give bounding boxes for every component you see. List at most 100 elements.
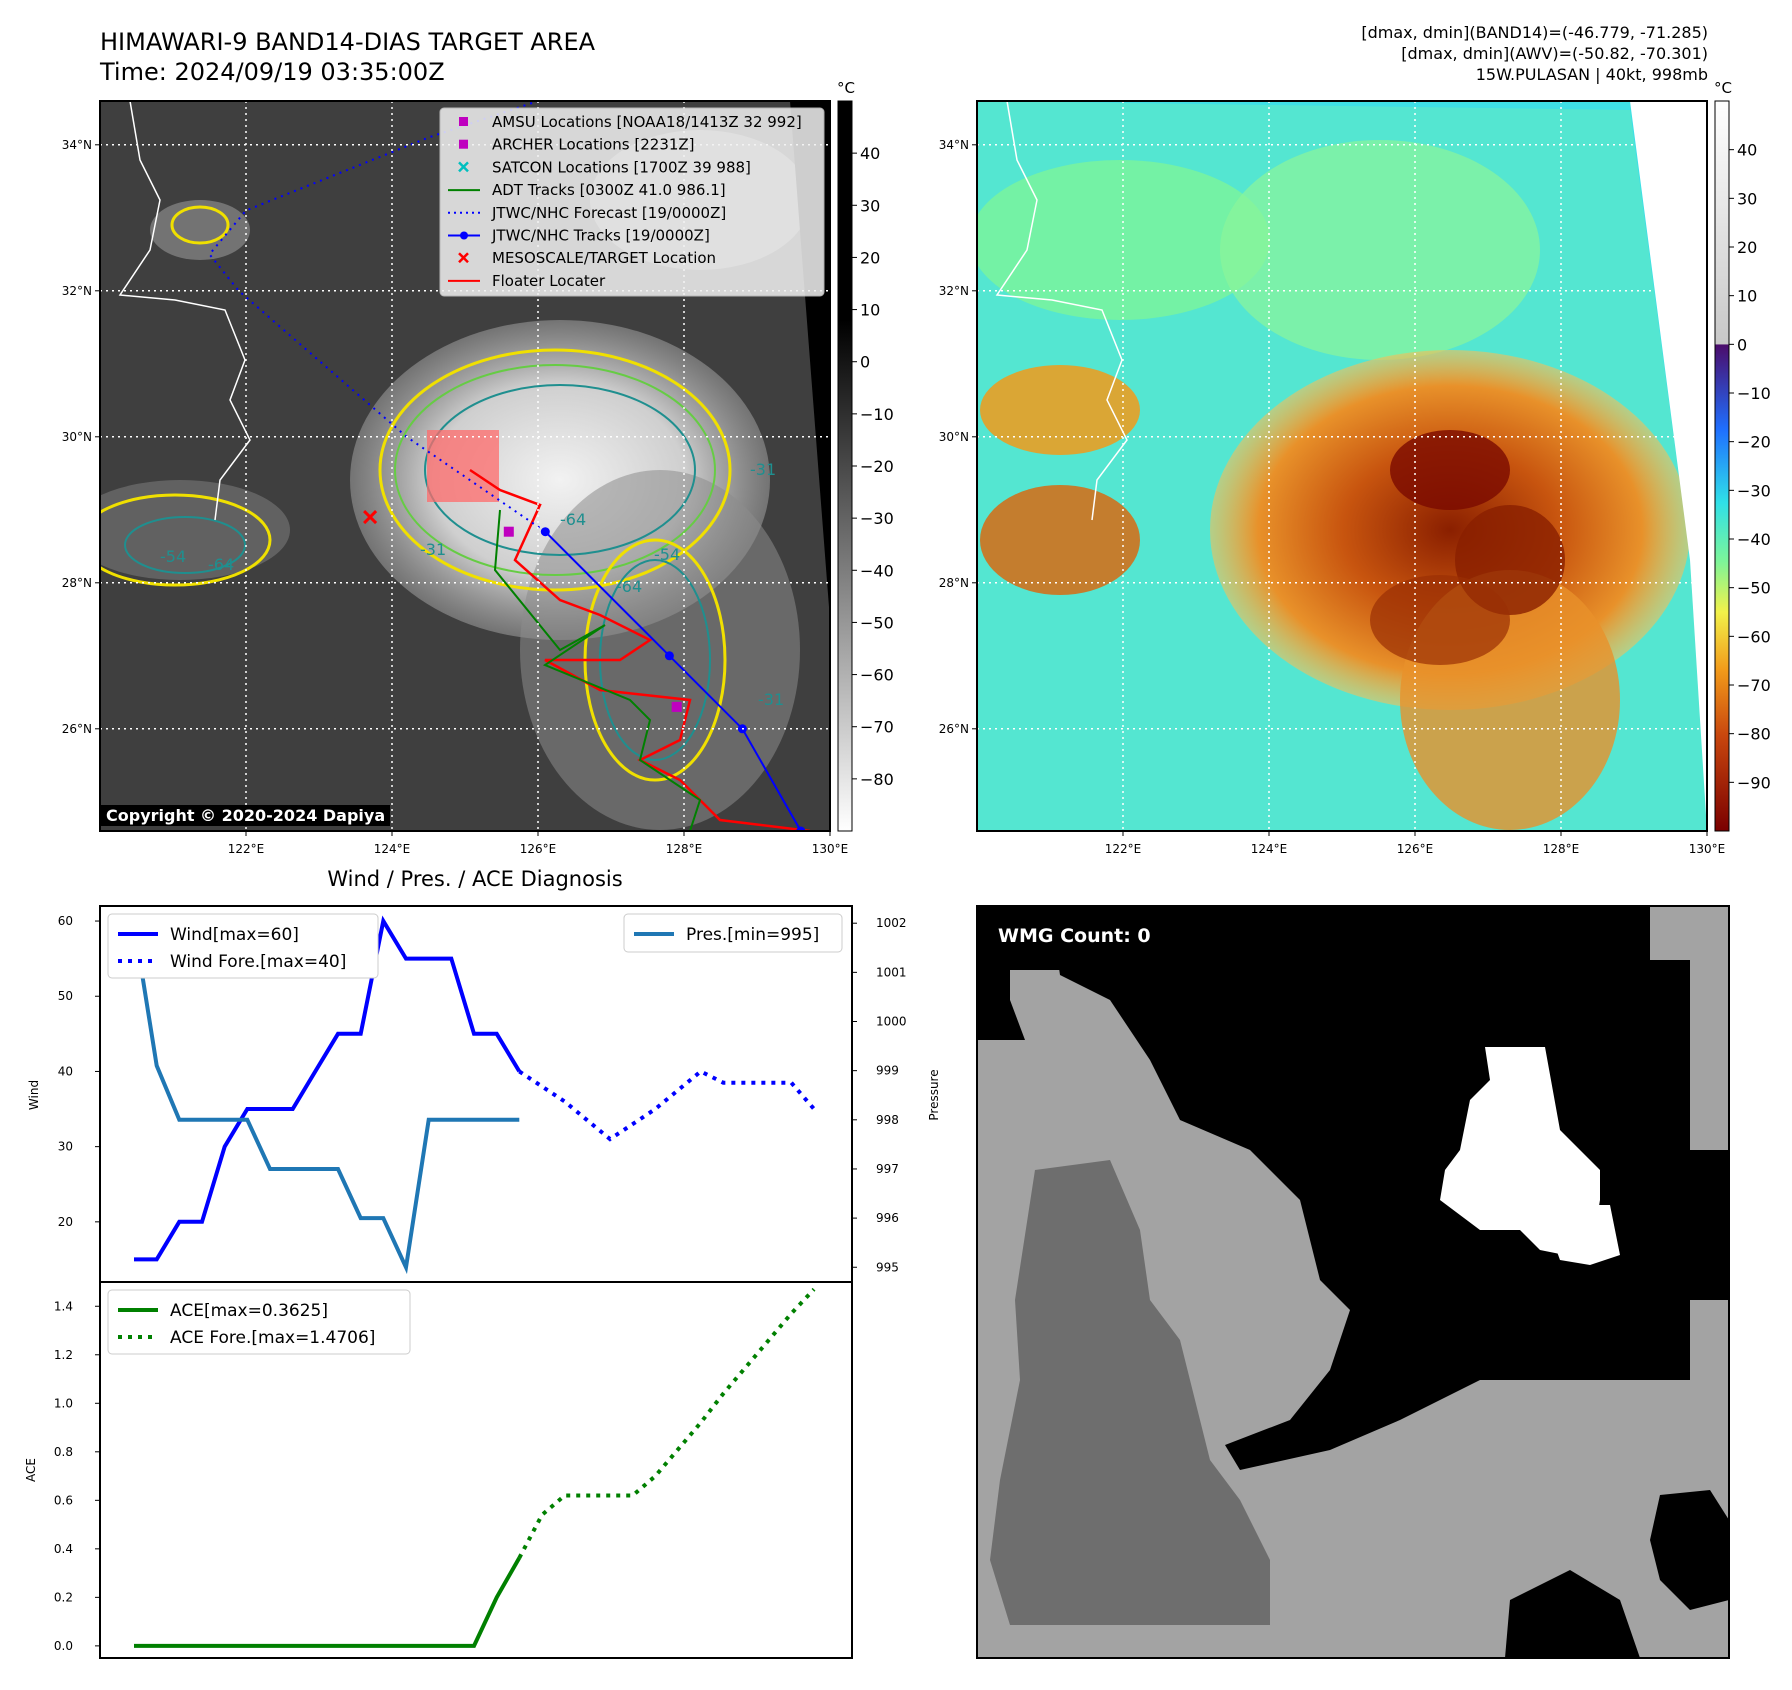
wind-tick-label: 30	[58, 1140, 73, 1154]
lon-tick-label: 128°E	[666, 842, 703, 856]
awv-map: 122°E 124°E 126°E 128°E 130°E 26°N 28°N 30°N 32°…	[939, 100, 1726, 856]
ace-axis-label: ACE	[24, 1458, 38, 1482]
colorbar-tick-label: −10	[1737, 384, 1771, 403]
legend-item: Floater Locater	[448, 272, 606, 290]
band14-colorbar: °C 40 30 20 10 0 −10 −20 −30 −40 −50 −60 −70 −80	[837, 79, 894, 832]
lat-tick-label: 32°N	[939, 284, 969, 298]
ace-legend: ACE[max=0.3625] ACE Fore.[max=1.4706]	[107, 1289, 411, 1355]
wmg-count-badge: WMG Count: 0	[990, 922, 1159, 950]
wmg-panel	[976, 905, 1730, 1659]
pres-legend: Pres.[min=995]	[623, 913, 843, 953]
contour-label: -31	[750, 460, 776, 479]
dmax-band14: [dmax, dmin](BAND14)=(-46.779, -71.285)	[1361, 23, 1708, 42]
wind-axis-label: Wind	[27, 1080, 41, 1110]
storm-info: 15W.PULASAN | 40kt, 998mb	[1476, 65, 1708, 84]
lon-tick-label: 126°E	[520, 842, 557, 856]
lat-tick-label: 26°N	[62, 722, 92, 736]
wind-tick-label: 60	[58, 914, 73, 928]
pressure-axis-label: Pressure	[927, 1069, 941, 1120]
colorbar-tick-label: 30	[860, 196, 880, 215]
legend-square-icon	[459, 117, 468, 126]
jtwc-track	[544, 530, 802, 831]
awv-colorbar: °C 40 30 20 10 0 −10 −20 −30 −40 −50 −60 −70 −80 −90	[1714, 79, 1771, 832]
lon-tick-label: 122°E	[1105, 842, 1142, 856]
colorbar-tick-label: −50	[1737, 579, 1771, 598]
copyright-badge: Copyright © 2020-2024 Dapiya	[101, 805, 391, 826]
contour-label: -64	[616, 577, 642, 596]
colorbar-tick-label: −60	[1737, 627, 1771, 646]
legend-item: MESOSCALE/TARGET Location	[458, 249, 716, 267]
colorbar-tick-label: −40	[1737, 530, 1771, 549]
contour-label: -54	[654, 545, 680, 564]
colorbar-tick-label: −80	[860, 770, 894, 789]
pressure-tick-label: 995	[876, 1260, 899, 1274]
legend-square-icon	[459, 139, 468, 149]
contour-label: -64	[208, 555, 234, 574]
lon-tick-label: 130°E	[1689, 842, 1726, 856]
colorbar-tick-label: 10	[1737, 287, 1757, 306]
adt-track	[493, 509, 702, 831]
legend-ace: ACE[max=0.3625]	[170, 1301, 328, 1321]
floater-track	[469, 468, 811, 831]
pressure-tick-label: 999	[876, 1064, 899, 1078]
lon-tick-label: 122°E	[228, 842, 265, 856]
colorbar-tick-label: −90	[1737, 773, 1771, 792]
wind-legend: Wind[max=60] Wind Fore.[max=40]	[107, 913, 379, 979]
colorbar-tick-label: −70	[1737, 676, 1771, 695]
ace-forecast-line	[517, 1287, 816, 1559]
legend-wind: Wind[max=60]	[170, 925, 299, 945]
legend-label: JTWC/NHC Forecast [19/0000Z]	[491, 204, 726, 222]
pressure-tick-label: 997	[876, 1162, 899, 1176]
legend-label: ADT Tracks [0300Z 41.0 986.1]	[492, 181, 726, 199]
lat-tick-label: 34°N	[62, 138, 92, 152]
lon-tick-label: 124°E	[374, 842, 411, 856]
legend-item: JTWC/NHC Tracks [19/0000Z]	[448, 227, 710, 245]
colorbar-tick-label: −70	[860, 718, 894, 737]
legend: AMSU Locations [NOAA18/1413Z 32 992] ARCH…	[439, 107, 825, 297]
legend-label: ARCHER Locations [2231Z]	[492, 136, 695, 154]
colorbar-tick-label: 40	[1737, 141, 1757, 160]
lat-tick-label: 28°N	[62, 576, 92, 590]
wind-pres-chart: Wind / Pres. / ACE Diagnosis Wind Pressu…	[27, 867, 941, 1283]
legend-x-icon	[458, 252, 469, 264]
ace-tick-label: 0.0	[54, 1639, 73, 1653]
legend-x-icon	[458, 161, 469, 173]
legend-item: JTWC/NHC Forecast [19/0000Z]	[448, 204, 726, 222]
colorbar-tick-label: −40	[860, 561, 894, 580]
lon-tick-label: 126°E	[1397, 842, 1434, 856]
colorbar-tick-label: −50	[860, 613, 894, 632]
legend-label: MESOSCALE/TARGET Location	[492, 249, 716, 267]
pressure-line	[132, 922, 520, 1275]
legend-item: AMSU Locations [NOAA18/1413Z 32 992]	[459, 113, 802, 131]
colorbar-tick-label: 20	[1737, 238, 1757, 257]
legend-ace-fore: ACE Fore.[max=1.4706]	[170, 1328, 375, 1348]
colorbar-tick-label: 30	[1737, 189, 1757, 208]
colorbar-tick-label: −30	[860, 509, 894, 528]
pressure-tick-label: 1002	[876, 916, 907, 930]
colorbar-unit: °C	[1714, 79, 1732, 97]
lat-tick-label: 32°N	[62, 284, 92, 298]
ace-tick-label: 0.6	[54, 1493, 73, 1507]
contour-label: -54	[160, 547, 186, 566]
lon-tick-label: 130°E	[812, 842, 849, 856]
jtwc-track-point	[540, 527, 550, 537]
legend-label: SATCON Locations [1700Z 39 988]	[492, 158, 751, 176]
legend-wind-fore: Wind Fore.[max=40]	[170, 952, 346, 972]
legend-item: SATCON Locations [1700Z 39 988]	[458, 158, 751, 176]
ace-tick-label: 0.2	[54, 1590, 73, 1604]
wind-line	[134, 915, 522, 1262]
ace-chart: ACE 0.0 0.2 0.4 0.6 0.8 1.0 1.2 1.4 ACE[max=0.3…	[24, 1281, 853, 1659]
figure-time: Time: 2024/09/19 03:35:00Z	[99, 58, 445, 86]
ace-line	[134, 1556, 522, 1648]
colorbar-tick-label: −60	[860, 666, 894, 685]
colorbar-tick-label: 40	[860, 144, 880, 163]
lat-tick-label: 30°N	[62, 430, 92, 444]
contour-label: -31	[758, 690, 784, 709]
jtwc-track-point	[796, 826, 806, 831]
pressure-tick-label: 1001	[876, 965, 907, 979]
colorbar-tick-label: −20	[1737, 433, 1771, 452]
colorbar-tick-label: 10	[860, 301, 880, 320]
legend-label: Floater Locater	[492, 272, 606, 290]
ace-tick-label: 1.4	[54, 1299, 73, 1313]
